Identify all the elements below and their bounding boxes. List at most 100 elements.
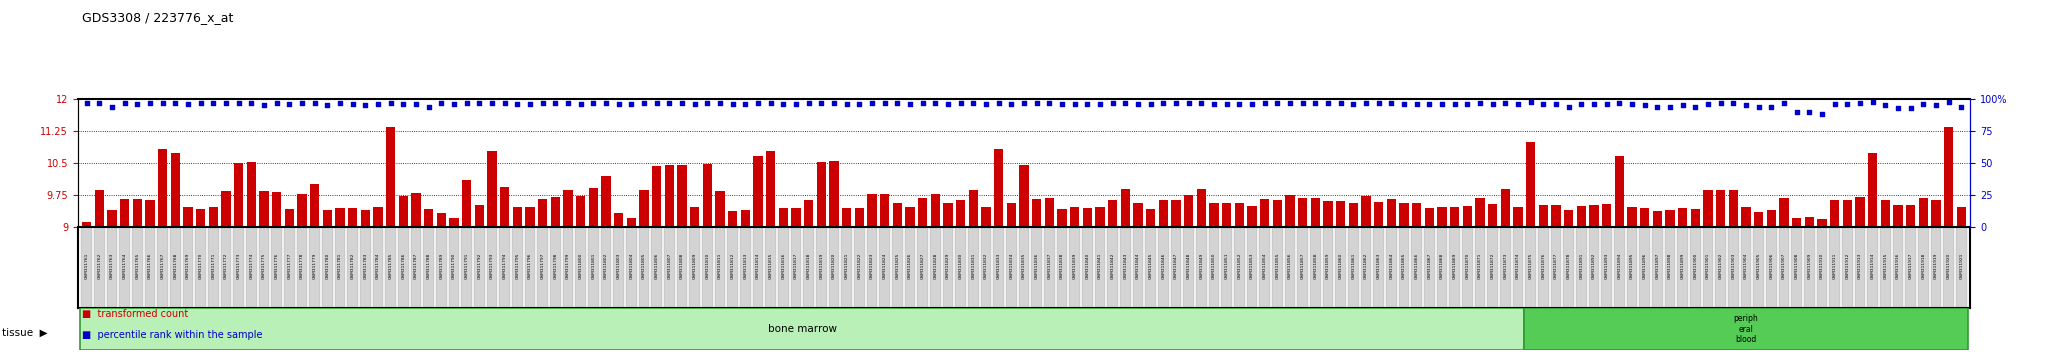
Bar	[766, 227, 776, 308]
Bar	[866, 194, 877, 227]
Bar	[1032, 199, 1042, 227]
Bar	[588, 188, 598, 227]
Bar	[893, 203, 901, 227]
Point	[223, 100, 256, 106]
Bar	[614, 227, 625, 308]
Bar	[272, 227, 283, 308]
Point	[1096, 100, 1128, 106]
Bar	[893, 227, 903, 308]
Bar	[487, 227, 498, 308]
Bar	[1626, 227, 1636, 308]
Bar	[918, 227, 928, 308]
Bar	[1069, 207, 1079, 227]
Bar	[348, 208, 358, 227]
Bar	[879, 227, 891, 308]
Text: GSM311805: GSM311805	[641, 252, 645, 279]
Text: GSM311858: GSM311858	[1313, 252, 1317, 279]
Text: GSM311911: GSM311911	[1833, 252, 1837, 279]
Text: GSM311798: GSM311798	[553, 252, 557, 279]
Bar	[1817, 219, 1827, 227]
Bar	[817, 227, 827, 308]
Bar	[690, 227, 700, 308]
Bar	[170, 153, 180, 227]
Bar	[1323, 201, 1333, 227]
Bar	[1108, 200, 1118, 227]
Point	[1362, 100, 1395, 106]
Point	[690, 100, 723, 106]
Bar	[461, 227, 471, 308]
Point	[539, 100, 571, 106]
Point	[438, 101, 471, 107]
Bar	[487, 152, 498, 227]
Bar	[309, 227, 319, 308]
Point	[475, 100, 508, 106]
Point	[1438, 101, 1470, 107]
Text: GSM311920: GSM311920	[1948, 252, 1950, 279]
Bar	[1944, 227, 1954, 308]
Point	[1147, 100, 1180, 106]
Bar	[942, 227, 952, 308]
Text: GSM311810: GSM311810	[705, 252, 709, 279]
Bar	[1665, 227, 1675, 308]
Point	[678, 101, 711, 107]
Bar	[1501, 189, 1509, 227]
Text: GSM311900: GSM311900	[1694, 252, 1698, 279]
Bar	[1524, 308, 1968, 350]
Text: GSM311774: GSM311774	[250, 252, 254, 279]
Text: GSM311921: GSM311921	[1960, 252, 1964, 279]
Bar	[1057, 227, 1067, 308]
Bar	[627, 218, 637, 227]
Bar	[754, 227, 764, 308]
Point	[766, 101, 799, 107]
Text: GSM311768: GSM311768	[174, 252, 178, 279]
Bar	[80, 308, 1524, 350]
Bar	[512, 227, 522, 308]
Text: GSM311863: GSM311863	[1376, 252, 1380, 279]
Text: GSM311808: GSM311808	[680, 252, 684, 279]
Bar	[1196, 189, 1206, 227]
Point	[1792, 109, 1825, 115]
Bar	[1423, 227, 1434, 308]
Bar	[1044, 227, 1055, 308]
Bar	[1184, 227, 1194, 308]
Text: GSM311767: GSM311767	[160, 252, 164, 279]
Point	[109, 100, 141, 106]
Text: GSM311843: GSM311843	[1124, 252, 1126, 279]
Text: GSM311912: GSM311912	[1845, 252, 1849, 279]
Text: GSM311823: GSM311823	[870, 252, 874, 279]
Bar	[1298, 227, 1309, 308]
Point	[1337, 101, 1370, 107]
Bar	[1145, 227, 1155, 308]
Bar	[930, 227, 940, 308]
Bar	[1716, 227, 1726, 308]
Bar	[678, 165, 686, 227]
Text: GSM311789: GSM311789	[440, 252, 442, 279]
Text: GSM311839: GSM311839	[1073, 252, 1077, 279]
Bar	[1159, 200, 1167, 227]
Bar	[1335, 201, 1346, 227]
Bar	[158, 227, 168, 308]
Point	[145, 100, 178, 106]
Bar	[905, 227, 915, 308]
Bar	[791, 227, 801, 308]
Bar	[791, 208, 801, 227]
Bar	[1286, 195, 1294, 227]
Bar	[399, 195, 408, 227]
Text: GSM311783: GSM311783	[362, 252, 367, 279]
Bar	[94, 227, 104, 308]
Bar	[1475, 198, 1485, 227]
Bar	[1032, 227, 1042, 308]
Bar	[715, 227, 725, 308]
Point	[856, 100, 889, 106]
Text: GSM311813: GSM311813	[743, 252, 748, 279]
Text: GSM311838: GSM311838	[1061, 252, 1065, 279]
Bar	[500, 188, 510, 227]
Point	[793, 100, 825, 106]
Point	[1540, 101, 1573, 107]
Bar	[1538, 205, 1548, 227]
Point	[1743, 104, 1776, 110]
Bar	[1487, 227, 1497, 308]
Point	[348, 103, 381, 108]
Bar	[881, 194, 889, 227]
Bar	[1729, 190, 1739, 227]
